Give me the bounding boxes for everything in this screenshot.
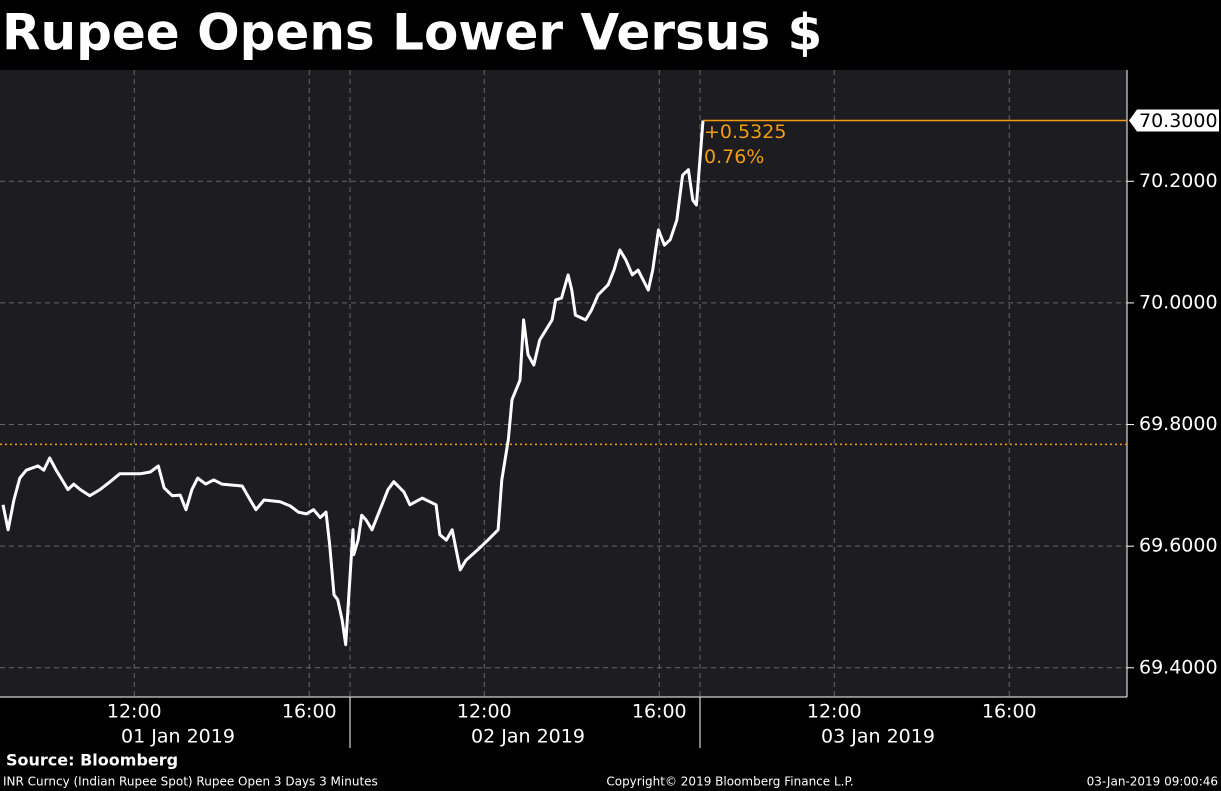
y-tick-label: 69.6000 [1139, 535, 1218, 557]
plot-area [0, 70, 1127, 697]
last-value-box [1129, 109, 1219, 132]
y-tick-label: 69.4000 [1139, 656, 1218, 678]
day-label: 01 Jan 2019 [121, 726, 235, 748]
x-tick-label: 12:00 [457, 701, 512, 723]
footer-right: 03-Jan-2019 09:00:46 [1087, 775, 1218, 789]
x-tick-label: 12:00 [807, 701, 862, 723]
footer-left: INR Curncy (Indian Rupee Spot) Rupee Ope… [3, 775, 378, 789]
change-pct-label: 0.76% [704, 146, 764, 168]
x-tick-label: 16:00 [982, 701, 1037, 723]
x-tick-label: 16:00 [282, 701, 337, 723]
y-tick-label: 70.2000 [1139, 170, 1218, 192]
chart-title: Rupee Opens Lower Versus $ [2, 4, 822, 62]
source: Source: Bloomberg [6, 751, 178, 770]
change-label: +0.5325 [704, 121, 786, 143]
footer-center: Copyright© 2019 Bloomberg Finance L.P. [606, 775, 853, 789]
x-tick-label: 16:00 [632, 701, 687, 723]
last-value-label: 70.3000 [1139, 110, 1218, 132]
price-line [1, 120, 705, 647]
day-label: 03 Jan 2019 [821, 726, 935, 748]
x-tick-label: 12:00 [107, 701, 162, 723]
day-label: 02 Jan 2019 [471, 726, 585, 748]
y-tick-label: 69.8000 [1139, 413, 1218, 435]
y-tick-label: 70.0000 [1139, 291, 1218, 313]
